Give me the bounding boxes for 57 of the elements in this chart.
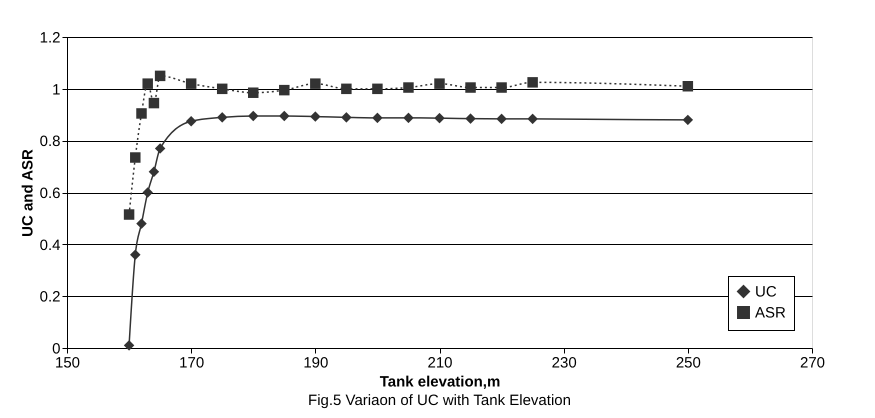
point	[279, 110, 290, 122]
point	[682, 81, 694, 92]
y-axis-title: UC and ASR	[20, 148, 37, 237]
x-tick-label: 230	[552, 354, 577, 372]
y-tick-label: 0	[52, 340, 60, 358]
point	[248, 87, 258, 98]
point	[130, 249, 141, 260]
point	[434, 78, 445, 89]
point	[154, 70, 166, 82]
point	[186, 78, 196, 89]
point	[403, 82, 414, 93]
point	[124, 209, 134, 220]
point	[154, 143, 166, 154]
point	[465, 113, 476, 124]
point	[682, 114, 694, 126]
point	[186, 116, 196, 126]
point	[372, 112, 383, 124]
point	[142, 187, 153, 198]
y-tick-label: 0.6	[40, 185, 60, 202]
point	[124, 340, 134, 351]
point	[527, 114, 538, 124]
y-tick-label: 1.2	[40, 30, 60, 46]
point	[279, 84, 290, 96]
x-axis-title: Tank elevation,m	[380, 374, 500, 390]
point	[496, 82, 507, 93]
x-tick-label: 150	[54, 354, 80, 372]
x-tick-label: 210	[427, 354, 453, 372]
point	[434, 112, 445, 124]
point	[216, 112, 228, 123]
caption: Fig.5 Variaon of UC with Tank Elevation	[308, 392, 571, 409]
legend-label: ASR	[755, 304, 786, 322]
legend-label: UC	[755, 284, 777, 300]
point	[310, 78, 321, 89]
point	[216, 84, 228, 94]
x-tick-label: 170	[179, 354, 204, 372]
y-tick-label: 0.4	[40, 236, 60, 254]
y-tick-label: 0.8	[40, 133, 60, 150]
y-tick-label: 0.2	[40, 288, 60, 306]
point	[372, 84, 383, 94]
point	[248, 110, 258, 122]
point	[403, 112, 414, 124]
point	[496, 114, 507, 124]
x-tick-label: 190	[303, 354, 328, 372]
point	[136, 218, 147, 229]
point	[148, 98, 160, 108]
x-tick-label: 270	[800, 354, 826, 372]
point	[148, 166, 160, 178]
point	[527, 77, 538, 88]
point	[465, 82, 476, 93]
point	[136, 108, 147, 119]
point	[341, 84, 352, 94]
x-tick-label: 250	[676, 354, 701, 372]
point	[310, 111, 321, 122]
point	[142, 78, 153, 89]
y-tick-label: 1	[52, 81, 60, 98]
point	[130, 152, 141, 163]
point	[341, 112, 352, 123]
